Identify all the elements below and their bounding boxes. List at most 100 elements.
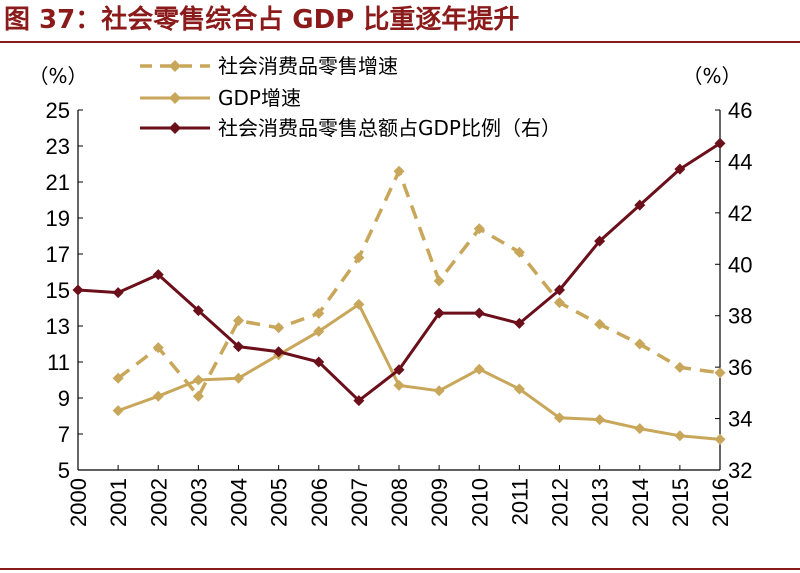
data-point (112, 405, 124, 417)
right-tick-label: 40 (728, 252, 752, 277)
x-tick-label: 2015 (668, 478, 693, 527)
data-point (674, 163, 686, 175)
data-point (313, 325, 325, 337)
data-point (513, 246, 525, 258)
left-tick-label: 9 (58, 386, 70, 411)
x-tick-label: 2004 (227, 478, 252, 527)
left-tick-label: 7 (58, 422, 70, 447)
right-tick-label: 44 (728, 149, 752, 174)
data-point (192, 374, 204, 386)
x-tick-label: 2005 (267, 478, 292, 527)
data-point (594, 414, 606, 426)
data-point (353, 252, 365, 264)
data-point (353, 298, 365, 310)
left-tick-label: 5 (58, 458, 70, 483)
left-tick-label: 17 (46, 242, 70, 267)
data-point (714, 433, 726, 445)
data-point (473, 307, 485, 319)
right-tick-label: 36 (728, 355, 752, 380)
title-rule (0, 41, 800, 43)
data-point (192, 390, 204, 402)
data-point (313, 356, 325, 368)
data-point (714, 367, 726, 379)
data-point (634, 199, 646, 211)
data-point (313, 307, 325, 319)
right-tick-label: 42 (728, 201, 752, 226)
legend-swatch-marker (169, 60, 181, 72)
data-point (72, 284, 84, 296)
data-point (674, 361, 686, 373)
legend-item-1: 社会消费品零售增速 (140, 54, 398, 78)
left-axis-unit: （%） (28, 64, 87, 88)
x-tick-label: 2007 (347, 478, 372, 527)
right-axis-unit: （%） (682, 64, 741, 88)
right-tick-label: 46 (728, 98, 752, 123)
series-line (117, 169, 721, 398)
data-point (714, 137, 726, 149)
data-point (233, 341, 244, 353)
legend-item-2: GDP增速 (140, 86, 301, 110)
data-point (233, 372, 244, 384)
chart-title: 图 37：社会零售综合占 GDP 比重逐年提升 (4, 5, 520, 35)
series-layer (72, 137, 726, 445)
data-point (554, 284, 565, 296)
left-tick-label: 19 (46, 206, 70, 231)
x-tick-label: 2006 (307, 478, 332, 527)
data-point (594, 318, 606, 330)
data-point (473, 223, 485, 235)
data-point (112, 372, 124, 384)
x-tick-label: 2001 (106, 478, 131, 527)
data-point (513, 317, 525, 329)
x-tick-label: 2010 (467, 478, 492, 527)
left-tick-label: 23 (46, 134, 70, 159)
data-point (554, 412, 565, 424)
data-point (353, 395, 365, 407)
x-tick-label: 2016 (708, 478, 733, 527)
right-tick-label: 34 (728, 407, 752, 432)
legend-item-3: 社会消费品零售总额占GDP比例（右） (140, 116, 561, 140)
left-tick-label: 21 (46, 170, 70, 195)
series-line (117, 302, 721, 441)
x-tick-label: 2012 (548, 478, 573, 527)
data-point (473, 363, 485, 375)
right-tick-label: 32 (728, 458, 752, 483)
data-point (152, 269, 164, 281)
data-point (433, 307, 445, 319)
data-point (273, 322, 285, 334)
axes: 5 7 9 11 13 15 17 19 21 23 25 32 34 36 38 40 42 44 46 2000 2… (28, 64, 752, 527)
data-point (152, 342, 164, 354)
left-tick-label: 13 (46, 314, 70, 339)
data-point (433, 275, 445, 287)
x-tick-label: 2000 (66, 478, 91, 527)
data-point (233, 315, 244, 327)
series-1 (112, 165, 726, 402)
data-point (674, 430, 686, 442)
left-tick-label: 25 (46, 98, 70, 123)
left-tick-label: 11 (47, 350, 70, 375)
x-tick-label: 2002 (146, 478, 171, 527)
data-point (393, 379, 405, 391)
bottom-rule (0, 568, 800, 570)
legend-label: 社会消费品零售总额占GDP比例（右） (218, 116, 561, 140)
x-tick-label: 2009 (427, 478, 452, 527)
data-point (192, 305, 204, 317)
legend-swatch-marker (169, 92, 181, 104)
x-tick-label: 2003 (186, 478, 211, 527)
data-point (112, 287, 124, 299)
data-point (634, 423, 646, 435)
data-point (554, 297, 565, 309)
data-point (513, 383, 525, 395)
data-point (433, 385, 445, 397)
data-point (393, 165, 405, 177)
data-point (273, 346, 285, 358)
series-3 (72, 137, 726, 407)
data-point (634, 338, 646, 350)
x-tick-label: 2014 (628, 478, 653, 527)
left-tick-label: 15 (46, 278, 70, 303)
data-point (594, 235, 606, 247)
x-tick-label: 2008 (387, 478, 412, 527)
x-tick-label: 2011 (507, 478, 532, 525)
right-tick-label: 38 (728, 304, 752, 329)
